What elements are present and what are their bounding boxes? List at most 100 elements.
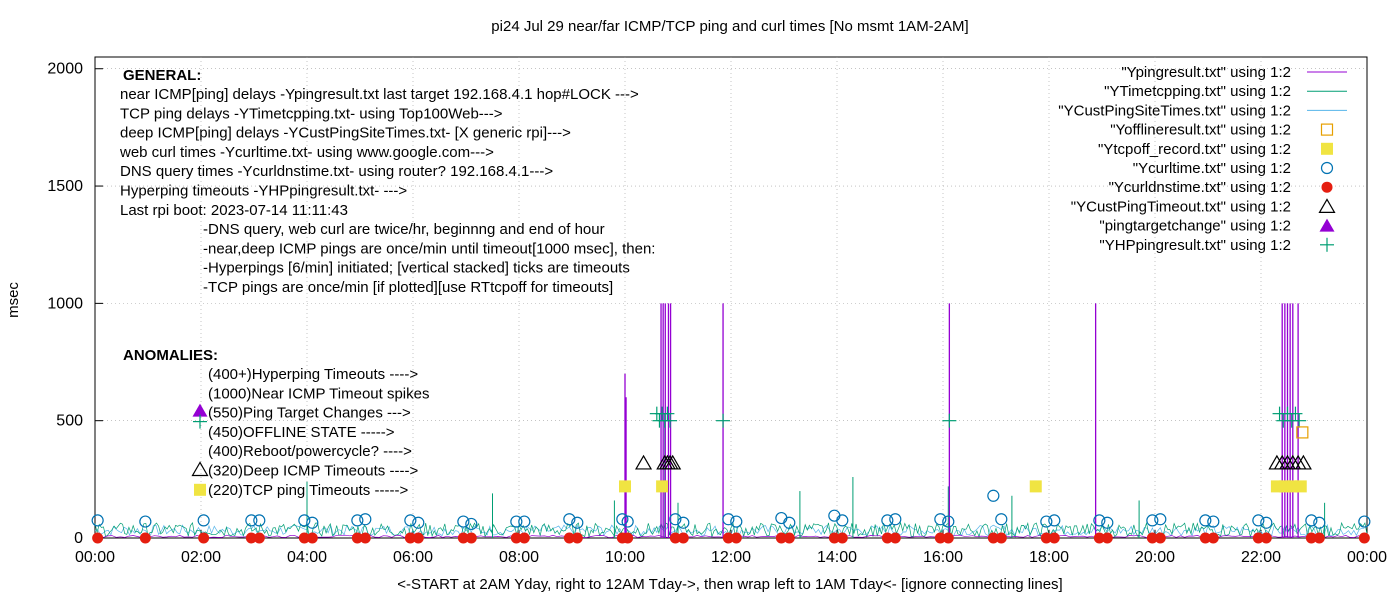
x-tick-label: 20:00 — [1135, 549, 1175, 566]
curl-point — [139, 515, 152, 528]
dns-point — [881, 532, 893, 544]
curl-point — [987, 489, 1000, 502]
curl-point — [1358, 515, 1371, 528]
y-tick-label: 1500 — [47, 178, 83, 195]
curl-point — [1093, 514, 1106, 527]
general-note-line: TCP ping delays -YTimetcpping.txt- using… — [120, 105, 503, 122]
curl-point — [518, 515, 531, 528]
y-tick-label: 0 — [74, 530, 83, 547]
curl-point — [828, 509, 841, 522]
yhp-point — [1292, 413, 1307, 428]
curl-point — [934, 513, 947, 526]
dns-point — [669, 532, 681, 544]
curl-point — [889, 513, 902, 526]
curl-point — [1146, 514, 1159, 527]
curl-point — [91, 514, 104, 527]
dns-point — [412, 532, 424, 544]
dns-point — [1048, 532, 1060, 544]
legend-label: "Ytcpoff_record.txt" using 1:2 — [1098, 141, 1291, 158]
x-tick-label: 08:00 — [499, 549, 539, 566]
legend-label: "YHPpingresult.txt" using 1:2 — [1099, 237, 1291, 254]
curl-point — [1154, 513, 1167, 526]
curl-point — [995, 513, 1008, 526]
chart-title: pi24 Jul 29 near/far ICMP/TCP ping and c… — [491, 18, 968, 35]
dns-point — [828, 532, 840, 544]
x-tick-label: 00:00 — [1347, 549, 1387, 566]
curl-point — [245, 514, 258, 527]
general-note-line: deep ICMP[ping] delays -YCustPingSiteTim… — [120, 125, 571, 142]
dns-point — [198, 532, 210, 544]
x-tick-label: 06:00 — [393, 549, 433, 566]
grid — [95, 57, 1367, 538]
dns-point — [1358, 532, 1370, 544]
curl-point — [881, 514, 894, 527]
dns-point — [510, 532, 522, 544]
anomaly-line: (320)Deep ICMP Timeouts ----> — [208, 463, 418, 480]
dns-point — [245, 532, 257, 544]
anomalies-heading: ANOMALIES: — [123, 347, 218, 364]
anomaly-target-marker — [192, 403, 208, 417]
dns-point — [934, 532, 946, 544]
curl-point — [836, 514, 849, 527]
curl-point — [1199, 514, 1212, 527]
general-note-line: Hyperping timeouts -YHPpingresult.txt- -… — [120, 183, 407, 200]
yhp-point — [663, 413, 678, 428]
curl-point — [730, 515, 743, 528]
yhp-point — [942, 413, 957, 428]
tcpoff-point — [1294, 480, 1307, 493]
legend-swatch — [1321, 142, 1333, 155]
cust-timeout-point — [658, 454, 676, 470]
legend-label: "Ycurltime.txt" using 1:2 — [1133, 160, 1291, 177]
general-heading: GENERAL: — [123, 67, 201, 84]
x-tick-label: 02:00 — [181, 549, 221, 566]
tcpoff-point — [656, 480, 669, 493]
dns-point — [1260, 532, 1272, 544]
curl-point — [1305, 514, 1318, 527]
dns-point — [942, 532, 954, 544]
general-sub-line: -DNS query, web curl are twice/hr, begin… — [203, 221, 605, 238]
general-note-line: web curl times -Ycurltime.txt- using www… — [119, 144, 494, 161]
x-tick-label: 22:00 — [1241, 549, 1281, 566]
legend-swatch — [1320, 161, 1334, 175]
cust-timeout-point — [664, 454, 682, 470]
curl-point — [510, 515, 523, 528]
legend-label: "Ypingresult.txt" using 1:2 — [1121, 64, 1291, 81]
dns-point — [722, 532, 734, 544]
curl-point — [306, 516, 319, 529]
y-axis-label: msec — [5, 282, 22, 318]
dns-point — [298, 532, 310, 544]
dns-point — [306, 532, 318, 544]
curl-point — [677, 516, 690, 529]
curl-point — [616, 513, 629, 526]
anomalies-notes: ANOMALIES: (400+)Hyperping Timeouts ----… — [123, 347, 429, 499]
dns-point — [775, 532, 787, 544]
dns-point — [1146, 532, 1158, 544]
curl-point — [1040, 515, 1053, 528]
x-axis-label: <-START at 2AM Yday, right to 12AM Tday-… — [397, 576, 1062, 593]
dns-point — [622, 532, 634, 544]
general-notes: GENERAL: near ICMP[ping] delays -Ypingre… — [119, 67, 655, 296]
curl-point — [942, 515, 955, 528]
x-tick-label: 12:00 — [711, 549, 751, 566]
offline-point — [1296, 426, 1309, 439]
curl-point — [359, 513, 372, 526]
yhp-point — [660, 406, 675, 421]
anomaly-yhp-marker — [193, 414, 207, 429]
curl-point — [351, 514, 364, 527]
dns-point — [465, 532, 477, 544]
dns-point — [783, 532, 795, 544]
tcpoff-point — [619, 480, 631, 493]
dns-point — [518, 532, 530, 544]
dns-point — [563, 532, 575, 544]
dns-point — [677, 532, 689, 544]
dns-point — [404, 532, 416, 544]
dns-point — [359, 532, 371, 544]
curl-point — [621, 515, 634, 528]
legend-swatch — [1319, 218, 1335, 232]
anomaly-line: (220)TCP ping Timeouts -----> — [208, 482, 408, 499]
cust-timeout-point — [1294, 454, 1312, 470]
x-tick-label: 04:00 — [287, 549, 327, 566]
yhp-point — [716, 413, 731, 428]
general-note-line: near ICMP[ping] delays -Ypingresult.txt … — [120, 86, 639, 103]
curl-point — [1207, 515, 1220, 528]
